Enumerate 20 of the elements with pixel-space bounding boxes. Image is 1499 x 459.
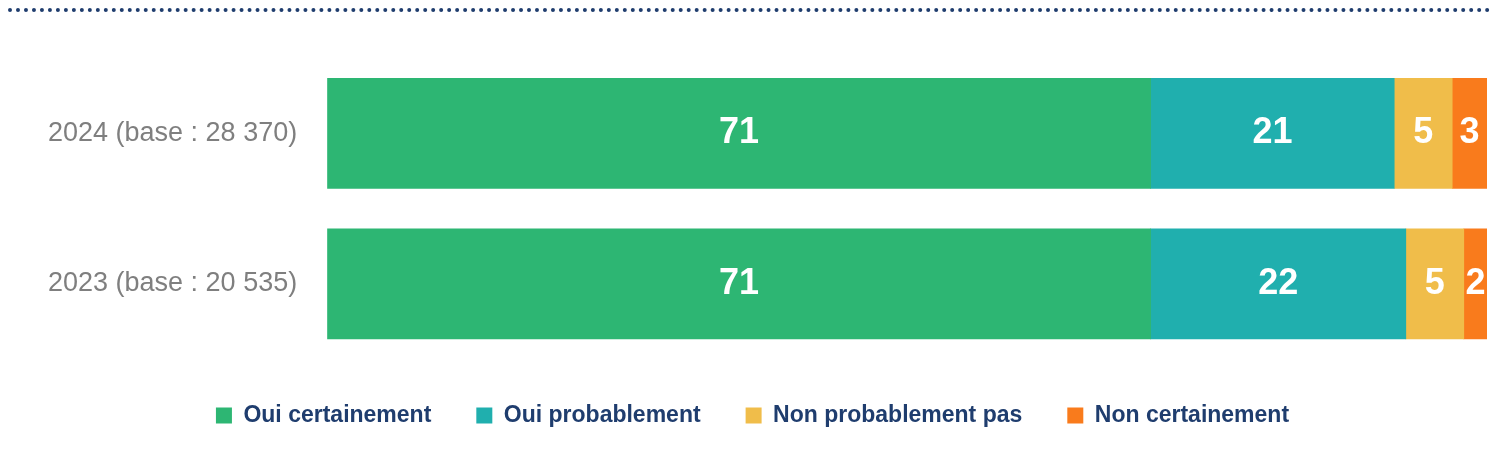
data-label: 5 [1413,110,1434,152]
bar [1405,228,1465,340]
data-label: 71 [718,110,759,152]
data-label: 21 [1252,110,1293,152]
data-label: 22 [1258,260,1299,302]
bar [327,228,1151,340]
data-label: 3 [1459,110,1480,152]
data-label: 2 [1465,260,1486,302]
legend-label: Oui probablement [503,400,701,427]
legend-label: Oui certainement [243,400,432,427]
data-label: 5 [1424,260,1445,302]
legend-label: Non probablement pas [773,400,1023,427]
bar [1150,78,1395,189]
bar [327,78,1151,189]
bar [1393,78,1453,189]
y-tick-label: 2024 (base : 28 370) [48,116,298,147]
legend-label: Non certainement [1094,400,1290,427]
data-label: 71 [718,260,759,302]
bar [1150,228,1407,340]
y-tick-label: 2023 (base : 20 535) [48,267,298,298]
